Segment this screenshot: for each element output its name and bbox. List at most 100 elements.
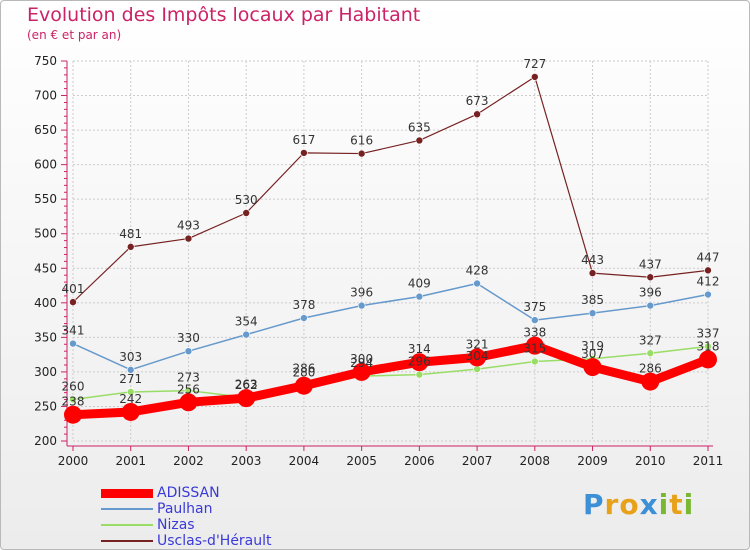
x-tick-label: 2010 bbox=[635, 454, 666, 468]
y-tick-label: 500 bbox=[34, 227, 57, 241]
data-point-adissan bbox=[641, 372, 660, 391]
data-label-paulhan: 428 bbox=[466, 263, 489, 277]
data-point-paulhan bbox=[357, 301, 366, 310]
data-point-adissan bbox=[468, 348, 487, 367]
data-point-nizas bbox=[415, 370, 424, 379]
data-point-nizas bbox=[646, 349, 655, 358]
x-tick-label: 2011 bbox=[693, 454, 724, 468]
logo-letter: i bbox=[683, 488, 695, 521]
data-point-paulhan bbox=[126, 366, 135, 374]
data-label-nizas: 263 bbox=[235, 377, 258, 391]
logo-letter: x bbox=[639, 488, 659, 521]
y-tick-label: 600 bbox=[34, 158, 57, 172]
data-point-adissan bbox=[237, 389, 256, 408]
data-point-usclas-d-h-rault bbox=[704, 266, 712, 275]
data-label-usclas-d-h-rault: 530 bbox=[235, 193, 258, 207]
y-tick-label: 400 bbox=[34, 296, 57, 310]
data-point-usclas-d-h-rault bbox=[531, 73, 539, 81]
logo-letter: r bbox=[604, 488, 620, 521]
chart-subtitle: (en € et par an) bbox=[27, 28, 122, 42]
legend-swatch-usclas-d-h-rault bbox=[101, 540, 153, 542]
data-label-paulhan: 354 bbox=[235, 315, 258, 329]
data-label-nizas: 304 bbox=[466, 349, 489, 363]
x-tick-label: 2001 bbox=[115, 454, 146, 468]
data-label-adissan: 286 bbox=[639, 362, 662, 376]
y-tick-label: 550 bbox=[34, 192, 57, 206]
data-label-usclas-d-h-rault: 437 bbox=[639, 257, 662, 271]
legend-label-usclas-d-h-rault: Usclas-d'Hérault bbox=[157, 533, 272, 549]
series-line-usclas-d-h-rault bbox=[72, 76, 709, 303]
data-point-nizas bbox=[704, 342, 712, 351]
x-tick-label: 2008 bbox=[520, 454, 551, 468]
data-label-nizas: 260 bbox=[62, 380, 85, 394]
data-point-paulhan bbox=[69, 339, 77, 348]
data-point-usclas-d-h-rault bbox=[415, 136, 424, 145]
data-label-adissan: 314 bbox=[408, 342, 431, 356]
data-label-paulhan: 303 bbox=[119, 350, 142, 364]
data-point-paulhan bbox=[646, 301, 655, 310]
legend-swatch-paulhan bbox=[101, 508, 153, 510]
legend-item-paulhan: Paulhan bbox=[101, 501, 272, 517]
legend-label-adissan: ADISSAN bbox=[157, 485, 220, 501]
data-point-paulhan bbox=[704, 290, 712, 299]
proxiti-logo: Proxiti bbox=[583, 488, 694, 521]
data-label-adissan: 318 bbox=[697, 339, 720, 353]
logo-letter: o bbox=[619, 488, 640, 521]
data-label-paulhan: 341 bbox=[62, 324, 85, 338]
data-label-nizas: 315 bbox=[523, 342, 546, 356]
data-point-usclas-d-h-rault bbox=[69, 298, 77, 306]
data-point-usclas-d-h-rault bbox=[184, 234, 193, 243]
data-point-adissan bbox=[583, 358, 602, 377]
data-point-paulhan bbox=[588, 309, 597, 317]
legend-item-usclas-d-h-rault: Usclas-d'Hérault bbox=[101, 533, 272, 549]
data-label-nizas: 271 bbox=[119, 372, 142, 386]
y-tick-label: 300 bbox=[34, 365, 57, 379]
data-point-usclas-d-h-rault bbox=[646, 273, 655, 282]
legend-label-paulhan: Paulhan bbox=[157, 501, 213, 517]
legend-swatch-nizas bbox=[101, 524, 153, 526]
data-label-usclas-d-h-rault: 617 bbox=[292, 133, 315, 147]
data-label-nizas: 319 bbox=[581, 339, 604, 353]
data-point-adissan bbox=[121, 402, 140, 421]
data-label-adissan: 338 bbox=[523, 326, 546, 340]
series-line-paulhan bbox=[72, 282, 709, 371]
logo-letter: P bbox=[583, 488, 605, 521]
data-label-adissan: 280 bbox=[292, 366, 315, 380]
data-label-paulhan: 412 bbox=[697, 275, 720, 289]
data-point-adissan bbox=[699, 350, 717, 369]
data-label-usclas-d-h-rault: 443 bbox=[581, 253, 604, 267]
data-label-paulhan: 375 bbox=[523, 300, 546, 314]
data-label-adissan: 321 bbox=[466, 337, 489, 351]
data-label-nizas: 327 bbox=[639, 333, 662, 347]
data-point-adissan bbox=[352, 362, 371, 381]
data-label-nizas: 294 bbox=[350, 356, 373, 370]
data-label-paulhan: 385 bbox=[581, 293, 604, 307]
data-point-usclas-d-h-rault bbox=[126, 243, 135, 251]
legend-item-adissan: ADISSAN bbox=[101, 485, 272, 501]
data-label-usclas-d-h-rault: 673 bbox=[466, 94, 489, 108]
data-label-adissan: 300 bbox=[350, 352, 373, 366]
data-point-paulhan bbox=[300, 314, 308, 322]
data-label-adissan: 307 bbox=[581, 347, 604, 361]
data-point-usclas-d-h-rault bbox=[357, 149, 366, 158]
data-point-usclas-d-h-rault bbox=[588, 269, 597, 277]
data-label-nizas: 296 bbox=[408, 355, 431, 369]
x-tick-label: 2004 bbox=[289, 454, 320, 468]
data-point-paulhan bbox=[531, 316, 539, 324]
data-point-paulhan bbox=[415, 292, 424, 301]
data-label-usclas-d-h-rault: 635 bbox=[408, 120, 431, 134]
data-point-adissan bbox=[410, 353, 429, 372]
data-label-usclas-d-h-rault: 401 bbox=[62, 282, 85, 296]
legend-swatch-adissan bbox=[101, 488, 153, 498]
data-label-adissan: 242 bbox=[119, 392, 142, 406]
legend-label-nizas: Nizas bbox=[157, 517, 195, 533]
y-tick-label: 650 bbox=[34, 123, 57, 137]
data-point-adissan bbox=[64, 405, 82, 424]
data-label-usclas-d-h-rault: 493 bbox=[177, 219, 200, 233]
data-label-adissan: 256 bbox=[177, 382, 200, 396]
data-point-adissan bbox=[179, 393, 198, 412]
data-label-adissan: 262 bbox=[235, 378, 258, 392]
legend-item-nizas: Nizas bbox=[101, 517, 272, 533]
